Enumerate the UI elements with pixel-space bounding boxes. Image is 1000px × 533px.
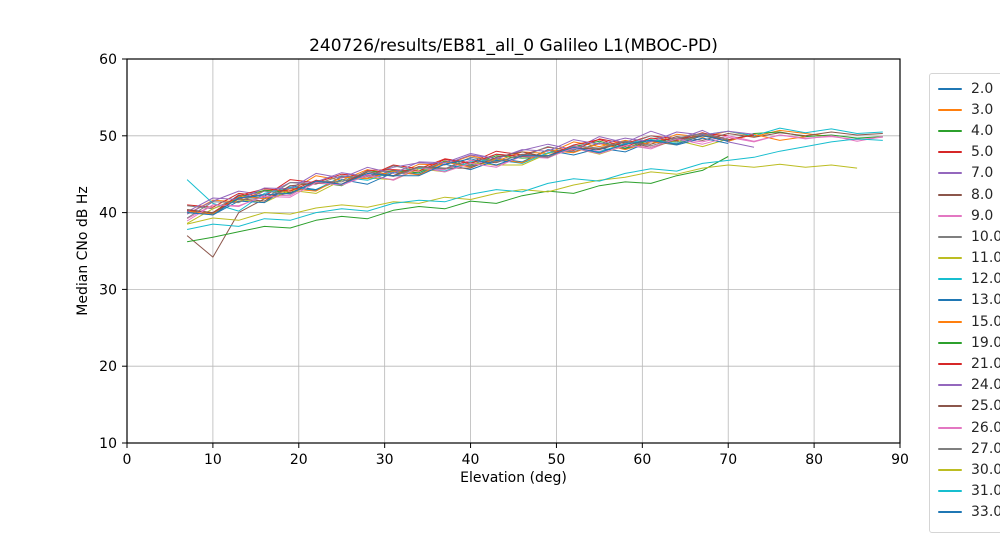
legend-item-9.0: 9.0 bbox=[930, 205, 1000, 226]
y-tick-label-50: 50 bbox=[99, 129, 117, 145]
legend-item-19.0: 19.0 bbox=[930, 332, 1000, 353]
legend-label: 12.0 bbox=[971, 271, 1000, 288]
legend-line-sample bbox=[938, 320, 962, 323]
x-tick-label-40: 40 bbox=[462, 452, 480, 468]
x-tick-label-30: 30 bbox=[376, 452, 394, 468]
legend-line-sample bbox=[938, 278, 962, 281]
series-line-33.0 bbox=[187, 135, 729, 216]
legend-line-sample bbox=[938, 235, 962, 238]
legend-item-8.0: 8.0 bbox=[930, 184, 1000, 205]
legend-item-26.0: 26.0 bbox=[930, 417, 1000, 438]
y-tick-label-20: 20 bbox=[99, 359, 117, 375]
legend-item-27.0: 27.0 bbox=[930, 438, 1000, 459]
plot-svg: 0 10 20 30 40 50 60 70 80 90 10 20 30 40 50 60 bbox=[99, 52, 909, 468]
legend-label: 31.0 bbox=[971, 483, 1000, 500]
legend-line-sample bbox=[938, 87, 962, 90]
legend-label: 24.0 bbox=[971, 377, 1000, 394]
legend-line-sample bbox=[938, 405, 962, 408]
legend-item-3.0: 3.0 bbox=[930, 99, 1000, 120]
legend-item-31.0: 31.0 bbox=[930, 481, 1000, 502]
y-tick-label-10: 10 bbox=[99, 436, 117, 452]
legend-label: 25.0 bbox=[971, 398, 1000, 415]
legend-label: 4.0 bbox=[971, 122, 994, 139]
legend-item-10.0: 10.0 bbox=[930, 226, 1000, 247]
legend-item-4.0: 4.0 bbox=[930, 120, 1000, 141]
legend-label: 2.0 bbox=[971, 80, 994, 97]
series-line-4.0 bbox=[187, 131, 883, 215]
legend-label: 8.0 bbox=[971, 186, 994, 203]
legend-line-sample bbox=[938, 490, 962, 493]
legend-label: 19.0 bbox=[971, 334, 1000, 351]
x-tick-label-20: 20 bbox=[290, 452, 308, 468]
legend-line-sample bbox=[938, 341, 962, 344]
y-tick-label-30: 30 bbox=[99, 282, 117, 298]
legend-label: 13.0 bbox=[971, 292, 1000, 309]
legend: 2.0 3.0 4.0 5.0 7.0 8.0 9.0 10.0 11.0 12.0 13.0 15.… bbox=[929, 73, 1000, 533]
legend-item-25.0: 25.0 bbox=[930, 396, 1000, 417]
legend-item-11.0: 11.0 bbox=[930, 248, 1000, 269]
series-line-31.0 bbox=[186, 138, 883, 230]
legend-item-21.0: 21.0 bbox=[930, 353, 1000, 374]
x-tick-label-10: 10 bbox=[204, 452, 222, 468]
legend-item-13.0: 13.0 bbox=[930, 290, 1000, 311]
legend-label: 11.0 bbox=[971, 250, 1000, 267]
series-line-24.0 bbox=[186, 130, 755, 213]
legend-line-sample bbox=[938, 108, 962, 111]
axes-spines bbox=[126, 58, 901, 444]
legend-line-sample bbox=[938, 363, 962, 366]
x-tick-label-50: 50 bbox=[548, 452, 566, 468]
legend-line-sample bbox=[938, 129, 962, 132]
legend-line-sample bbox=[938, 151, 962, 154]
x-tick-label-70: 70 bbox=[719, 452, 737, 468]
series-line-13.0 bbox=[187, 137, 729, 216]
legend-line-sample bbox=[938, 172, 962, 175]
series-line-12.0 bbox=[186, 127, 883, 212]
figure-canvas: { "chart_data": { "type": "line", "title… bbox=[75, 36, 1000, 533]
x-tick-label-80: 80 bbox=[805, 452, 823, 468]
legend-line-sample bbox=[938, 426, 962, 429]
legend-item-5.0: 5.0 bbox=[930, 142, 1000, 163]
legend-label: 27.0 bbox=[971, 440, 1000, 457]
legend-label: 21.0 bbox=[971, 356, 1000, 373]
legend-label: 7.0 bbox=[971, 165, 994, 182]
legend-label: 10.0 bbox=[971, 228, 1000, 245]
y-tick-label-40: 40 bbox=[99, 206, 117, 222]
legend-label: 9.0 bbox=[971, 207, 994, 224]
legend-line-sample bbox=[938, 214, 962, 217]
x-tick-label-90: 90 bbox=[891, 452, 909, 468]
legend-label: 30.0 bbox=[971, 461, 1000, 478]
legend-item-30.0: 30.0 bbox=[930, 459, 1000, 480]
x-tick-label-0: 0 bbox=[123, 452, 132, 468]
y-tick-label-60: 60 bbox=[99, 52, 117, 68]
legend-item-12.0: 12.0 bbox=[930, 269, 1000, 290]
series-line-7.0 bbox=[186, 129, 755, 215]
x-axis-label: Elevation (deg) bbox=[460, 470, 567, 486]
series-line-26.0 bbox=[186, 134, 883, 222]
legend-line-sample bbox=[938, 384, 962, 387]
legend-line-sample bbox=[938, 193, 962, 196]
x-tick-label-60: 60 bbox=[633, 452, 651, 468]
legend-label: 26.0 bbox=[971, 419, 1000, 436]
legend-line-sample bbox=[938, 447, 962, 450]
legend-line-sample bbox=[938, 299, 962, 302]
legend-line-sample bbox=[938, 257, 962, 260]
legend-label: 33.0 bbox=[971, 504, 1000, 521]
series-line-19.0 bbox=[187, 156, 729, 243]
legend-label: 5.0 bbox=[971, 144, 994, 161]
legend-label: 15.0 bbox=[971, 313, 1000, 330]
legend-line-sample bbox=[938, 468, 962, 471]
legend-line-sample bbox=[938, 511, 962, 514]
series-line-27.0 bbox=[186, 133, 729, 219]
legend-item-7.0: 7.0 bbox=[930, 163, 1000, 184]
series-line-30.0 bbox=[186, 163, 858, 225]
legend-item-2.0: 2.0 bbox=[930, 78, 1000, 99]
series-line-15.0 bbox=[187, 133, 806, 215]
series-line-11.0 bbox=[186, 138, 729, 224]
legend-item-24.0: 24.0 bbox=[930, 375, 1000, 396]
chart-title: 240726/results/EB81_all_0 Galileo L1(MBO… bbox=[309, 36, 718, 56]
legend-item-33.0: 33.0 bbox=[930, 502, 1000, 523]
legend-item-15.0: 15.0 bbox=[930, 311, 1000, 332]
legend-label: 3.0 bbox=[971, 101, 994, 118]
